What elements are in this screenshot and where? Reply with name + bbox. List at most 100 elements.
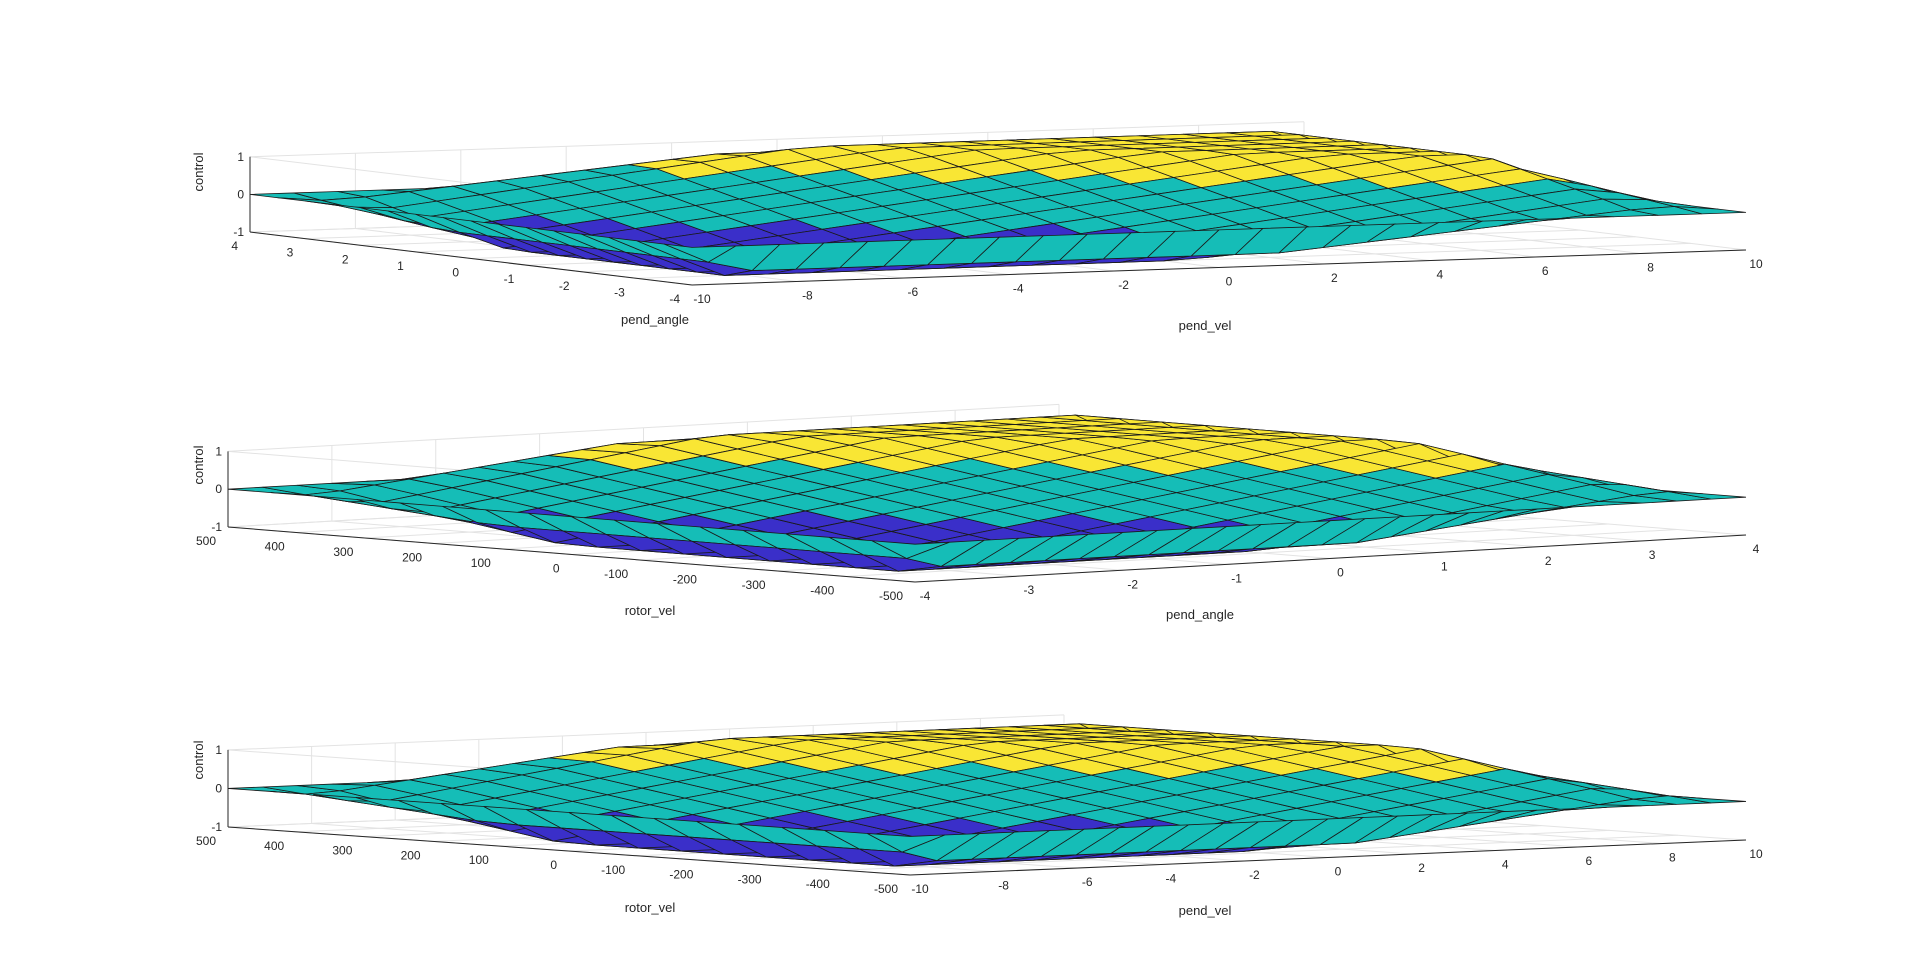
y-tick-label: 2 — [342, 252, 349, 266]
y-tick-label: -400 — [806, 877, 830, 891]
y-tick-label: 500 — [196, 834, 216, 848]
grid-line-z — [227, 403, 1060, 452]
y-tick-label: 100 — [471, 556, 491, 570]
surface-plot-3: -10 -8 -6 -4 -2 0 2 4 6 8 10-500-400-300-200-10001… — [191, 714, 1763, 918]
surface-patch — [1668, 491, 1747, 500]
x-tick-label: 2 — [1331, 271, 1338, 285]
y-tick-label: -300 — [738, 872, 762, 886]
x-tick-label: 10 — [1749, 847, 1763, 861]
x-axis-label: pend_angle — [1166, 607, 1234, 622]
x-tick-label: 4 — [1753, 542, 1760, 556]
z-tick-label: 0 — [215, 781, 222, 795]
y-axis-label: rotor_vel — [625, 900, 676, 915]
surface-mesh — [227, 414, 1747, 572]
surface-patch — [1674, 206, 1747, 215]
y-tick-label: 0 — [550, 858, 557, 872]
y-tick-label: 400 — [265, 540, 285, 554]
y-tick-label: -1 — [504, 272, 515, 286]
x-tick-label: -6 — [1082, 875, 1093, 889]
x-tick-label: -8 — [802, 289, 813, 303]
surface-plot-2: -4 -3 -2 -1 0 1 2 3 4 -500 -400 -300 -200 -100 0 100 200… — [191, 403, 1760, 622]
x-tick-label: -8 — [998, 879, 1009, 893]
x-tick-label: -2 — [1249, 868, 1260, 882]
x-tick-label: -4 — [1013, 282, 1024, 296]
x-tick-label: -4 — [920, 589, 931, 603]
y-tick-label: -3 — [614, 285, 625, 299]
y-axis-line — [227, 526, 916, 583]
y-tick-label: 0 — [452, 266, 459, 280]
y-axis-line — [249, 231, 693, 286]
x-tick-label: -1 — [1231, 571, 1242, 585]
tick-labels: -10 -8 -6 -4 -2 0 2 4 6 8 10-500-400-300-200-10001… — [196, 743, 1763, 896]
surface-plot-1: -10 -8 -6 -4 -2 0 2 4 6 8 10-4-3-2-101234-101pend_… — [191, 121, 1763, 333]
z-tick-label: 0 — [237, 187, 244, 201]
x-tick-label: -6 — [907, 285, 918, 299]
grid-line-z — [249, 121, 1305, 158]
x-tick-label: 1 — [1441, 560, 1448, 574]
grid-line-z — [227, 714, 1065, 751]
x-tick-label: -10 — [693, 292, 711, 306]
y-tick-label: -200 — [673, 573, 697, 587]
x-tick-label: 6 — [1585, 854, 1592, 868]
z-axis-label: control — [191, 445, 206, 484]
z-tick-label: -1 — [211, 520, 222, 534]
x-tick-label: 6 — [1542, 264, 1549, 278]
grid-line-y — [846, 529, 1678, 577]
z-tick-label: -1 — [211, 820, 222, 834]
x-tick-label: -2 — [1127, 577, 1138, 591]
x-tick-label: -10 — [911, 882, 929, 896]
x-tick-label: -3 — [1024, 583, 1035, 597]
tick-labels: -4 -3 -2 -1 0 1 2 3 4 -500 -400 -300 -200 -100 0 100 200… — [196, 444, 1760, 603]
y-tick-label: -500 — [874, 882, 898, 896]
z-axis-label: control — [191, 740, 206, 779]
y-tick-label: -400 — [810, 584, 834, 598]
y-tick-label: 3 — [287, 246, 294, 260]
grid-line-y — [841, 834, 1678, 871]
y-tick-label: 500 — [196, 534, 216, 548]
x-tick-label: -2 — [1118, 278, 1129, 292]
y-axis-line — [227, 826, 911, 876]
x-tick-label: 3 — [1649, 548, 1656, 562]
y-tick-label: 1 — [397, 259, 404, 273]
z-tick-label: 0 — [215, 482, 222, 496]
x-tick-label: 8 — [1669, 851, 1676, 865]
x-axis-line — [909, 839, 1747, 876]
y-tick-label: 400 — [264, 839, 284, 853]
y-tick-label: 200 — [401, 848, 421, 862]
x-tick-label: 8 — [1647, 261, 1654, 275]
z-tick-label: 1 — [237, 150, 244, 164]
y-tick-label: 4 — [231, 239, 238, 253]
x-tick-label: 0 — [1226, 275, 1233, 289]
y-tick-label: -500 — [879, 589, 903, 603]
z-tick-label: -1 — [233, 225, 244, 239]
y-tick-label: -100 — [601, 863, 625, 877]
x-axis-line — [914, 534, 1747, 583]
surface-mesh — [249, 130, 1747, 276]
y-tick-label: -2 — [559, 279, 570, 293]
y-tick-label: -100 — [604, 567, 628, 581]
y-tick-label: 100 — [469, 853, 489, 867]
y-axis-label: pend_angle — [621, 312, 689, 327]
x-tick-label: 2 — [1545, 554, 1552, 568]
surface-mesh — [227, 723, 1747, 867]
y-tick-label: 300 — [333, 545, 353, 559]
x-tick-label: -4 — [1165, 872, 1176, 886]
y-tick-label: 200 — [402, 551, 422, 565]
x-tick-label: 2 — [1418, 861, 1425, 875]
y-tick-label: -200 — [669, 868, 693, 882]
x-tick-label: 10 — [1749, 257, 1763, 271]
x-axis-line — [691, 249, 1747, 286]
x-tick-label: 0 — [1337, 566, 1344, 580]
z-tick-label: 1 — [215, 444, 222, 458]
y-tick-label: 300 — [332, 844, 352, 858]
x-tick-label: 4 — [1502, 858, 1509, 872]
z-tick-label: 1 — [215, 743, 222, 757]
y-tick-label: 0 — [553, 562, 560, 576]
x-axis-label: pend_vel — [1179, 318, 1232, 333]
y-tick-label: -4 — [669, 292, 680, 306]
z-axis-label: control — [191, 152, 206, 191]
x-tick-label: 0 — [1335, 865, 1342, 879]
y-axis-label: rotor_vel — [625, 603, 676, 618]
surface-patch — [1668, 795, 1747, 804]
